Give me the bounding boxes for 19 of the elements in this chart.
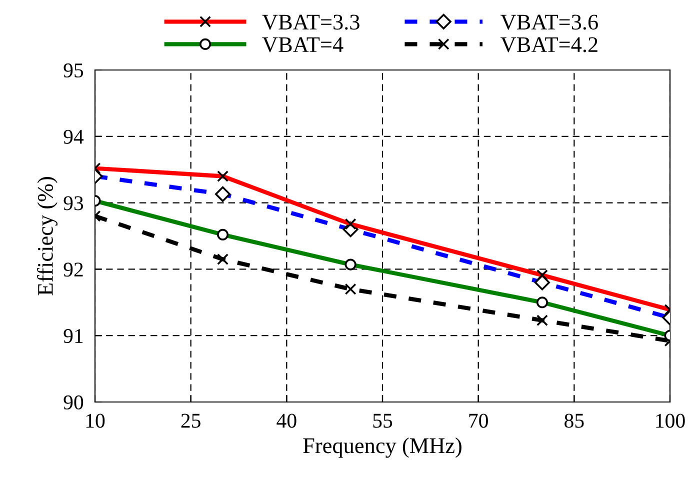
legend-label: VBAT=3.3 <box>262 14 360 30</box>
x-tick-label: 40 <box>276 414 296 428</box>
y-tick-label: 95 <box>64 63 84 78</box>
y-tick-label: 91 <box>64 329 83 344</box>
y-tick-label: 90 <box>64 395 84 410</box>
y-axis-title: Efficiecy (%) <box>37 177 58 296</box>
x-tick-label: 70 <box>469 414 488 428</box>
x-tick-label: 100 <box>656 414 685 428</box>
legend-label: VBAT=4.2 <box>500 37 598 52</box>
x-axis-title: Frequency (MHz) <box>303 438 462 458</box>
legend-label: VBAT=4 <box>262 37 344 52</box>
x-tick-label: 85 <box>564 414 584 428</box>
x-tick-label: 25 <box>181 414 200 428</box>
x-tick-label: 10 <box>86 414 105 428</box>
y-tick-label: 93 <box>64 196 84 210</box>
y-tick-label: 92 <box>64 262 83 277</box>
legend-label: VBAT=3.6 <box>500 14 598 30</box>
y-tick-label: 94 <box>64 130 84 144</box>
x-tick-label: 55 <box>373 414 392 428</box>
